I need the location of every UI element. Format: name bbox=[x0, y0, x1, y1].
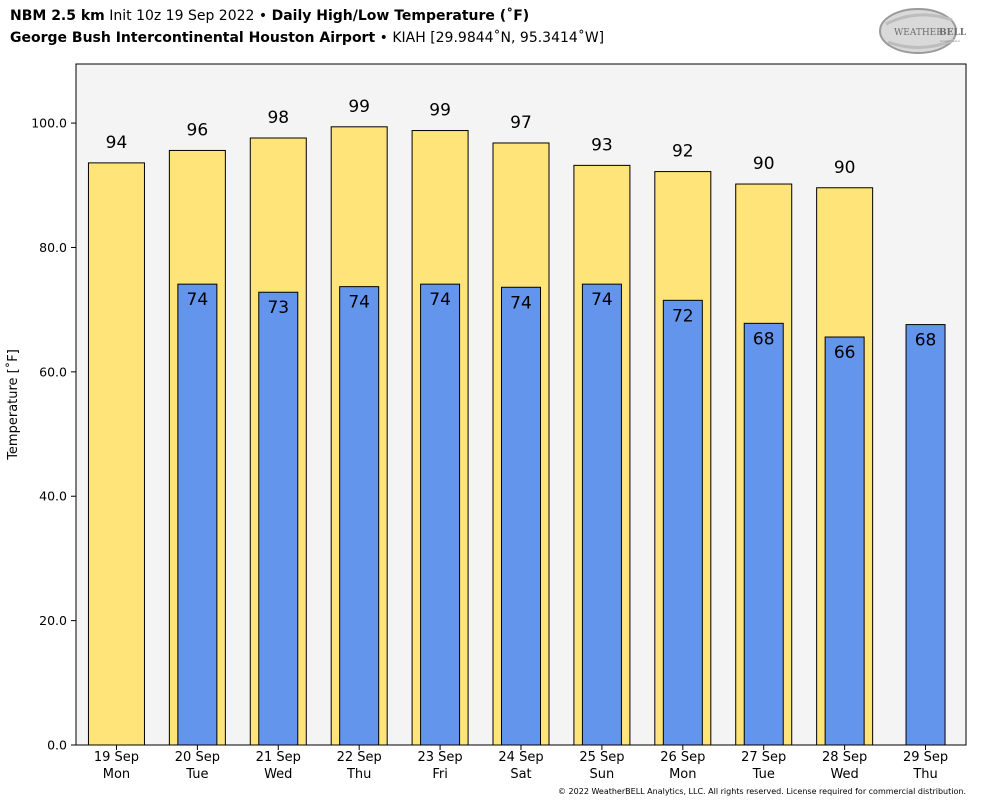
x-tick-label-date: 22 Sep bbox=[337, 750, 382, 765]
logo-text-bell: BELL bbox=[939, 28, 967, 38]
high-temp-bar bbox=[87, 162, 145, 746]
low-temp-label: 72 bbox=[672, 306, 694, 326]
high-temp-label: 90 bbox=[753, 154, 775, 174]
x-tick-label-date: 23 Sep bbox=[417, 750, 462, 765]
low-temp-label: 68 bbox=[753, 329, 775, 349]
high-temp-label: 97 bbox=[510, 113, 532, 133]
low-temp-bar bbox=[177, 283, 218, 746]
high-temp-label: 99 bbox=[429, 101, 451, 121]
y-axis-label: Temperature [˚F] bbox=[5, 349, 21, 461]
chart-header: NBM 2.5 km Init 10z 19 Sep 2022 • Daily … bbox=[10, 5, 604, 49]
x-tick-label-date: 27 Sep bbox=[741, 750, 786, 765]
low-temp-bar bbox=[339, 286, 380, 746]
x-axis: 19 Sep Mon 20 Sep Tue 21 Sep Wed 22 Sep Thu 23 S… bbox=[94, 745, 948, 782]
y-tick-label: 0.0 bbox=[47, 738, 67, 753]
header-line-2: George Bush Intercontinental Houston Air… bbox=[10, 27, 604, 49]
low-temp-label: 74 bbox=[510, 293, 532, 313]
separator: • bbox=[258, 8, 268, 24]
x-tick-label-day: Fri bbox=[432, 767, 448, 782]
high-temp-label: 94 bbox=[106, 133, 128, 153]
low-temp-bar bbox=[581, 283, 622, 746]
bars-group bbox=[87, 126, 946, 746]
low-temp-label: 74 bbox=[187, 290, 209, 310]
copyright-footer: © 2022 WeatherBELL Analytics, LLC. All r… bbox=[558, 787, 966, 796]
low-temp-bar bbox=[824, 336, 865, 746]
station-location: KIAH [29.9844˚N, 95.3414˚W] bbox=[392, 30, 605, 46]
low-temp-bar bbox=[743, 322, 784, 746]
high-temp-label: 96 bbox=[187, 120, 209, 140]
logo-text: WEATHER bbox=[894, 28, 943, 38]
x-tick-label-day: Tue bbox=[752, 767, 775, 782]
x-tick-label-date: 25 Sep bbox=[579, 750, 624, 765]
x-tick-label-date: 20 Sep bbox=[175, 750, 220, 765]
model-name: NBM 2.5 km bbox=[10, 8, 105, 24]
y-tick-label: 80.0 bbox=[39, 240, 67, 255]
x-tick-label-day: Wed bbox=[830, 767, 858, 782]
weatherbell-logo: WEATHER BELL Analytics LLC bbox=[879, 8, 967, 54]
low-temp-label: 74 bbox=[429, 290, 451, 310]
x-tick-label-date: 19 Sep bbox=[94, 750, 139, 765]
low-temp-bar bbox=[420, 283, 461, 746]
y-tick-label: 20.0 bbox=[39, 613, 67, 628]
y-tick-label: 40.0 bbox=[39, 489, 67, 504]
x-tick-label-day: Thu bbox=[912, 767, 937, 782]
low-temp-label: 68 bbox=[915, 331, 937, 351]
logo-subtext: Analytics LLC bbox=[940, 39, 960, 43]
low-temp-label: 74 bbox=[591, 290, 613, 310]
product-title: Daily High/Low Temperature (˚F) bbox=[271, 8, 530, 24]
y-tick-label: 100.0 bbox=[31, 116, 67, 131]
x-tick-label-day: Thu bbox=[346, 767, 371, 782]
init-time: Init 10z 19 Sep 2022 bbox=[109, 8, 255, 24]
x-tick-label-day: Sat bbox=[510, 767, 531, 782]
x-tick-label-date: 29 Sep bbox=[903, 750, 948, 765]
low-temp-bar bbox=[258, 291, 299, 746]
x-tick-label-day: Mon bbox=[103, 767, 130, 782]
x-tick-label-date: 21 Sep bbox=[256, 750, 301, 765]
x-tick-label-day: Wed bbox=[264, 767, 292, 782]
header-line-1: NBM 2.5 km Init 10z 19 Sep 2022 • Daily … bbox=[10, 5, 604, 27]
station-name: George Bush Intercontinental Houston Air… bbox=[10, 30, 376, 46]
high-temp-label: 92 bbox=[672, 142, 694, 162]
low-temp-label: 74 bbox=[348, 293, 370, 313]
low-temp-bar bbox=[501, 286, 541, 746]
high-temp-label: 90 bbox=[834, 158, 856, 178]
x-tick-label-date: 26 Sep bbox=[660, 750, 705, 765]
separator: • bbox=[379, 30, 388, 46]
high-temp-label: 99 bbox=[348, 97, 370, 117]
x-tick-label-date: 24 Sep bbox=[498, 750, 543, 765]
x-tick-label-day: Tue bbox=[185, 767, 208, 782]
x-tick-label-day: Mon bbox=[669, 767, 696, 782]
x-tick-label-day: Sun bbox=[590, 767, 615, 782]
low-temp-label: 73 bbox=[267, 298, 289, 318]
data-labels-group: 94 96 74 98 73 99 74 99 74 97 74 93 74 92 72 90 68 90 66 68 bbox=[106, 97, 937, 363]
low-temp-bar bbox=[905, 324, 946, 746]
low-temp-bar bbox=[662, 299, 703, 746]
y-axis: 0.0 20.0 40.0 60.0 80.0 100.0 bbox=[31, 116, 76, 753]
y-tick-label: 60.0 bbox=[39, 364, 67, 379]
x-tick-label-date: 28 Sep bbox=[822, 750, 867, 765]
high-temp-label: 98 bbox=[267, 108, 289, 128]
low-temp-label: 66 bbox=[834, 343, 856, 363]
high-temp-label: 93 bbox=[591, 135, 613, 155]
